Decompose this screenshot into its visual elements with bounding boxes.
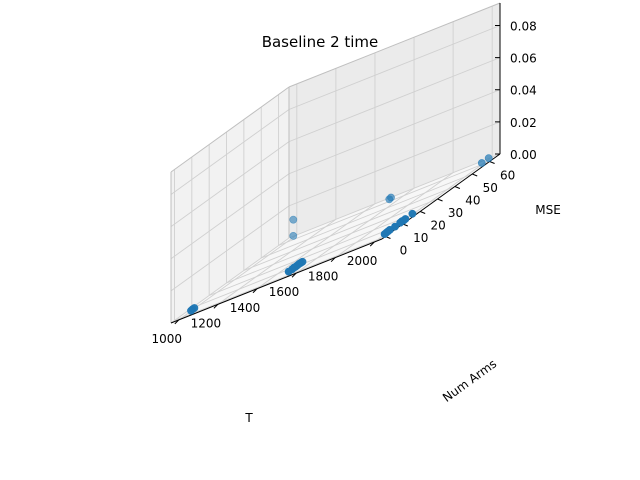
x-axis-title: T [244, 411, 253, 425]
x-tick-label: 1400 [230, 301, 261, 315]
pane-floor [171, 154, 500, 323]
z-gridline [288, 57, 501, 143]
x-tick-label: 2000 [347, 254, 378, 268]
x-tick-label: 1800 [308, 270, 339, 284]
y-axis-title: Num Arms [440, 357, 499, 405]
x-tick-label: 1600 [269, 285, 300, 299]
z-gridline [170, 173, 290, 260]
y-tick [419, 211, 426, 214]
z-gridline [288, 121, 501, 207]
pane-back [289, 3, 500, 238]
y-tick-label: 30 [448, 206, 463, 220]
z-gridline [288, 25, 501, 110]
y-tick-label: 0 [400, 244, 408, 258]
x-tick [369, 241, 375, 247]
z-gridline [288, 89, 501, 175]
x-tick-label: 1000 [152, 332, 183, 346]
data-point [477, 159, 486, 167]
z-tick-label: 0.06 [510, 52, 537, 66]
x-tick [330, 257, 336, 263]
y-tick-label: 50 [483, 181, 498, 195]
y-tick [472, 173, 478, 177]
y-tick-label: 60 [500, 169, 515, 183]
data-point [484, 154, 493, 163]
x-tick [252, 288, 258, 294]
z-gridline [170, 205, 290, 292]
data-point [396, 218, 405, 227]
chart-title: Baseline 2 time [261, 33, 379, 51]
y-gridline [209, 211, 421, 296]
z-gridline [170, 141, 290, 227]
data-point [380, 230, 389, 238]
pane-edge [170, 86, 290, 173]
y-gridline [261, 173, 473, 259]
y-tick-label: 20 [431, 219, 446, 233]
z-axis-title: MSE [535, 203, 561, 217]
x-tick [213, 303, 219, 309]
x-tick [174, 319, 180, 325]
y-tick [437, 198, 443, 202]
data-point [289, 231, 298, 240]
x-tick-label: 1200 [191, 316, 222, 330]
y-gridline [243, 186, 456, 271]
y-tick-label: 10 [413, 231, 428, 245]
z-tick-label: 0.04 [510, 84, 537, 98]
y-gridline [278, 161, 490, 246]
data-point [187, 306, 195, 315]
data-point [385, 195, 394, 204]
x-axis-line [170, 238, 383, 324]
z-tick-label: 0.08 [510, 19, 537, 33]
x-tick [291, 272, 297, 278]
y-gridline [226, 198, 438, 284]
data-point [284, 267, 293, 276]
z-tick-label: 0.00 [510, 148, 537, 162]
pane-left [171, 87, 289, 323]
y-tick [489, 161, 495, 164]
y-tick-label: 40 [465, 194, 480, 208]
data-point [408, 209, 417, 218]
y-gridline [174, 236, 386, 321]
z-tick-label: 0.02 [510, 116, 537, 130]
data-point [289, 215, 298, 224]
z-gridline [170, 109, 290, 195]
pane-edge [288, 2, 501, 88]
y-tick [454, 186, 461, 189]
